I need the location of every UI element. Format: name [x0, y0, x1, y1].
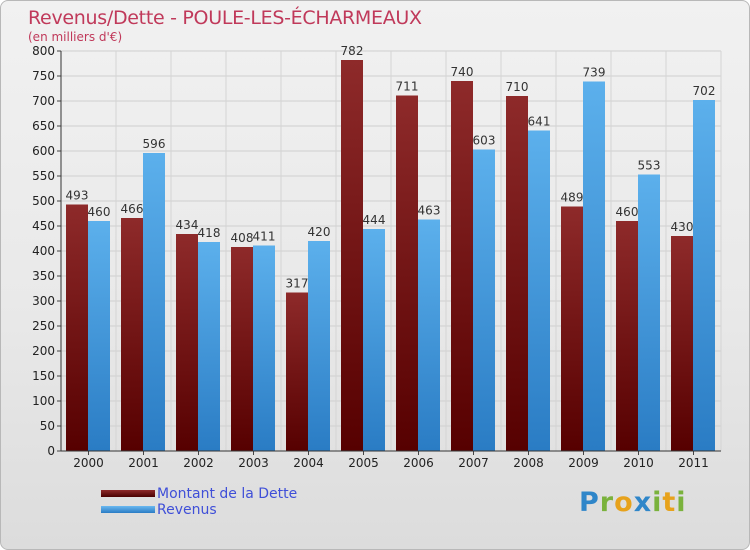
bar-revenue: [528, 130, 550, 451]
data-label-revenue: 603: [473, 134, 496, 148]
data-label-revenue: 444: [363, 213, 386, 227]
bar-debt: [396, 95, 418, 451]
y-tick-label: 350: [32, 269, 55, 283]
data-label-debt: 466: [121, 202, 144, 216]
x-tick-label: 2006: [403, 456, 434, 470]
y-tick-label: 650: [32, 119, 55, 133]
data-label-debt: 493: [66, 189, 89, 203]
data-label-revenue: 463: [418, 204, 441, 218]
bar-revenue: [143, 153, 165, 451]
logo-letter: r: [599, 487, 615, 518]
bar-revenue: [583, 81, 605, 451]
chart-title: Revenus/Dette - POULE-LES-ÉCHARMEAUX: [28, 7, 422, 29]
bar-revenue: [363, 229, 385, 451]
bar-debt: [286, 292, 308, 451]
bar-revenue: [253, 245, 275, 451]
data-label-revenue: 553: [638, 159, 661, 173]
y-tick-label: 400: [32, 244, 55, 258]
bar-debt: [561, 206, 583, 451]
bar-revenue: [638, 174, 660, 451]
bar-debt: [451, 81, 473, 451]
data-label-debt: 430: [671, 220, 694, 234]
data-label-debt: 408: [231, 231, 254, 245]
y-tick-label: 50: [40, 419, 55, 433]
bars: [66, 60, 715, 451]
data-label-debt: 782: [341, 44, 364, 58]
x-tick-label: 2007: [458, 456, 489, 470]
y-tick-label: 300: [32, 294, 55, 308]
logo-letter: i: [676, 487, 687, 518]
y-tick-label: 450: [32, 219, 55, 233]
x-tick-label: 2001: [128, 456, 159, 470]
bar-debt: [121, 218, 143, 451]
proxiti-logo: Proxiti: [579, 487, 687, 518]
y-tick-label: 750: [32, 69, 55, 83]
data-label-debt: 317: [286, 277, 309, 291]
logo-letter: x: [633, 487, 653, 518]
data-label-revenue: 596: [143, 137, 166, 151]
data-label-revenue: 420: [308, 225, 331, 239]
x-tick-label: 2009: [568, 456, 599, 470]
logo-letter: t: [662, 487, 677, 518]
x-tick-label: 2005: [348, 456, 379, 470]
legend-label-revenue: Revenus: [157, 502, 217, 518]
data-label-revenue: 702: [693, 84, 716, 98]
y-tick-label: 0: [47, 444, 55, 458]
x-tick-label: 2008: [513, 456, 544, 470]
bar-debt: [671, 236, 693, 451]
y-tick-label: 150: [32, 369, 55, 383]
axes: [57, 50, 721, 455]
bar-debt: [341, 60, 363, 451]
labels: 0 50 100 150 200 250 300 350 400 450 500 550 600 650 7…: [32, 44, 715, 470]
bar-debt: [231, 247, 253, 451]
legend-swatch-debt: [101, 490, 155, 497]
data-label-debt: 434: [176, 218, 199, 232]
bar-revenue: [198, 242, 220, 451]
legend-swatch-revenue: [101, 506, 155, 513]
y-tick-label: 550: [32, 169, 55, 183]
data-label-debt: 711: [396, 80, 419, 94]
data-label-revenue: 418: [198, 226, 221, 240]
bar-debt: [616, 221, 638, 451]
y-tick-label: 500: [32, 194, 55, 208]
bar-revenue: [418, 219, 440, 451]
y-tick-label: 200: [32, 344, 55, 358]
data-label-debt: 460: [616, 205, 639, 219]
logo-letter: o: [614, 487, 634, 518]
bar-revenue: [88, 221, 110, 451]
bar-revenue: [308, 241, 330, 451]
x-tick-label: 2010: [623, 456, 654, 470]
x-tick-label: 2003: [238, 456, 269, 470]
y-tick-label: 250: [32, 319, 55, 333]
x-tick-label: 2004: [293, 456, 324, 470]
data-label-revenue: 641: [528, 115, 551, 129]
data-label-debt: 489: [561, 191, 584, 205]
data-label-revenue: 460: [88, 205, 111, 219]
y-tick-label: 800: [32, 44, 55, 58]
data-label-debt: 710: [506, 80, 529, 94]
bar-debt: [506, 96, 528, 451]
logo-letter: i: [652, 487, 663, 518]
bar-revenue: [473, 149, 495, 451]
chart-subtitle: (en milliers d'€): [28, 30, 123, 44]
x-tick-label: 2011: [678, 456, 709, 470]
bar-debt: [176, 234, 198, 451]
legend-label-debt: Montant de la Dette: [157, 486, 298, 502]
x-tick-label: 2002: [183, 456, 214, 470]
data-label-debt: 740: [451, 65, 474, 79]
y-tick-label: 700: [32, 94, 55, 108]
data-label-revenue: 411: [253, 230, 276, 244]
bar-revenue: [693, 100, 715, 451]
data-label-revenue: 739: [583, 66, 606, 80]
y-tick-label: 600: [32, 144, 55, 158]
y-tick-label: 100: [32, 394, 55, 408]
grid-lines: [60, 50, 722, 452]
x-tick-label: 2000: [73, 456, 104, 470]
logo-letter: P: [579, 487, 600, 518]
bar-debt: [66, 204, 88, 451]
